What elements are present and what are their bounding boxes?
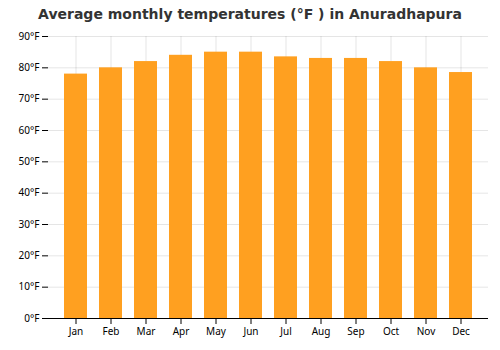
svg-text:70°F: 70°F [19,91,40,105]
svg-text:50°F: 50°F [19,154,40,168]
svg-text:60°F: 60°F [19,123,40,137]
svg-text:May: May [206,324,227,338]
svg-text:Oct: Oct [383,324,400,338]
svg-text:40°F: 40°F [19,185,40,199]
svg-text:Apr: Apr [173,324,190,338]
html-text:Average monthly temperatures (: Average monthly temperatures (°F ) in An… [38,6,462,22]
svg-text:Feb: Feb [103,324,120,338]
svg-text:Mar: Mar [137,324,156,338]
svg-text:Nov: Nov [417,324,436,338]
svg-text:0°F: 0°F [24,311,39,325]
svg-text:90°F: 90°F [19,29,40,43]
svg-text:Dec: Dec [452,324,470,338]
svg-text:Aug: Aug [312,324,331,338]
svg-text:20°F: 20°F [19,248,40,262]
svg-text:Jul: Jul [279,324,292,338]
svg-text:Jan: Jan [68,324,84,338]
svg-text:Sep: Sep [347,324,364,338]
svg-text:30°F: 30°F [19,217,40,231]
svg-text:Jun: Jun [242,324,258,338]
svg-text:10°F: 10°F [19,279,40,293]
svg-text:80°F: 80°F [19,60,40,74]
